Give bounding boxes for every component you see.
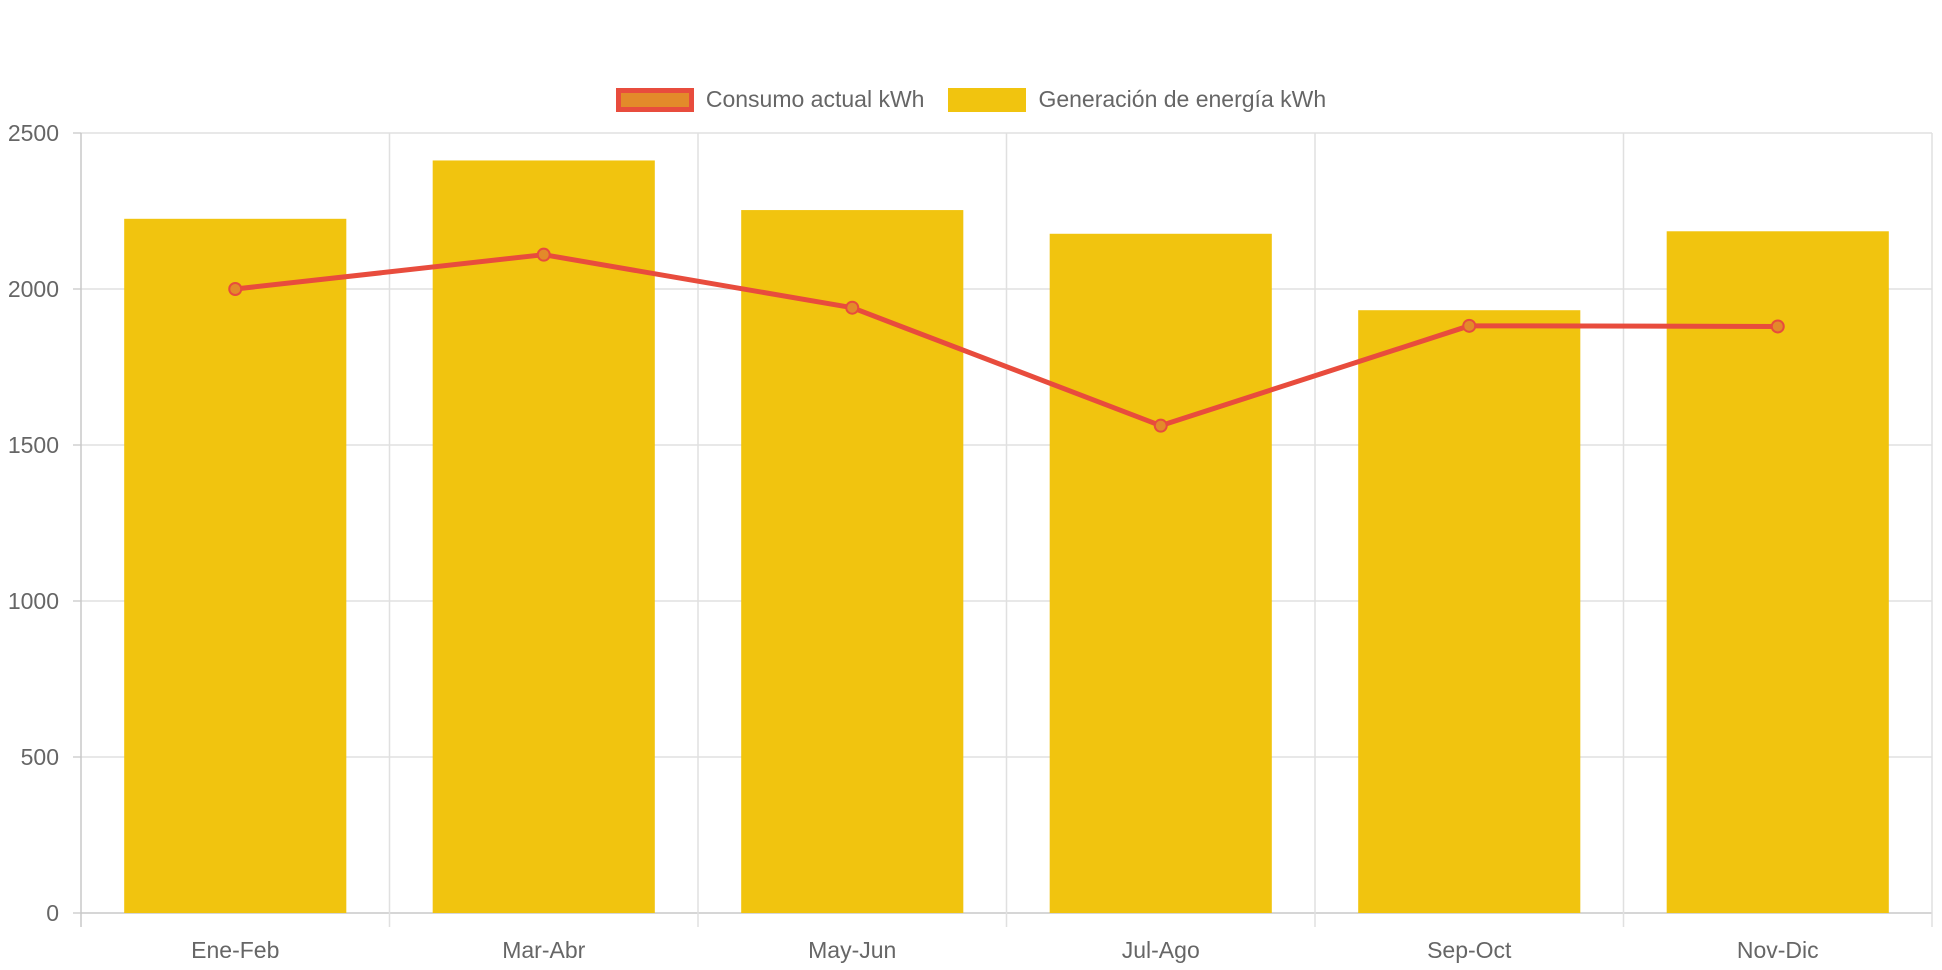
y-tick-label: 1500 — [8, 432, 59, 458]
y-tick-label: 500 — [21, 744, 59, 770]
y-tick-label: 0 — [46, 900, 59, 926]
consumo-point-mar-abr — [536, 247, 551, 262]
consumo-point-sep-oct — [1462, 318, 1477, 333]
bar-jul-ago — [1049, 233, 1272, 913]
consumo-point-nov-dic — [1770, 319, 1785, 334]
x-tick-label: Mar-Abr — [502, 937, 585, 963]
legend-label-generacion: Generación de energía kWh — [1038, 86, 1327, 112]
bar-mar-abr — [432, 160, 655, 913]
x-tick-label: Ene-Feb — [191, 937, 279, 963]
consumo-line — [234, 252, 1778, 429]
y-tick-label: 2500 — [8, 120, 59, 146]
consumo-point-jul-ago — [1153, 418, 1168, 433]
grid — [73, 132, 1933, 927]
x-tick-label: Nov-Dic — [1737, 937, 1819, 963]
consumo-point-may-jun — [845, 300, 860, 315]
legend-label-consumo: Consumo actual kWh — [705, 86, 925, 112]
x-tick-label: Jul-Ago — [1122, 937, 1200, 963]
y-tick-label: 2000 — [8, 276, 59, 302]
bar-nov-dic — [1666, 231, 1889, 913]
x-tick-label: Sep-Oct — [1427, 937, 1512, 963]
bar-ene-feb — [124, 218, 347, 914]
bar-may-jun — [741, 210, 964, 914]
x-tick-label: May-Jun — [808, 937, 896, 963]
bar-sep-oct — [1358, 310, 1581, 913]
legend-swatch-consumo — [615, 87, 694, 112]
legend: Consumo actual kWh Generación de energía… — [0, 86, 1942, 113]
line-series-consumo — [228, 247, 1785, 433]
y-tick-label: 1000 — [8, 588, 59, 614]
bar-series-generacion — [124, 160, 1889, 914]
legend-swatch-generacion — [948, 87, 1027, 112]
legend-item-consumo[interactable]: Consumo actual kWh — [615, 86, 925, 113]
consumo-point-ene-feb — [228, 282, 243, 296]
legend-item-generacion[interactable]: Generación de energía kWh — [948, 86, 1326, 113]
